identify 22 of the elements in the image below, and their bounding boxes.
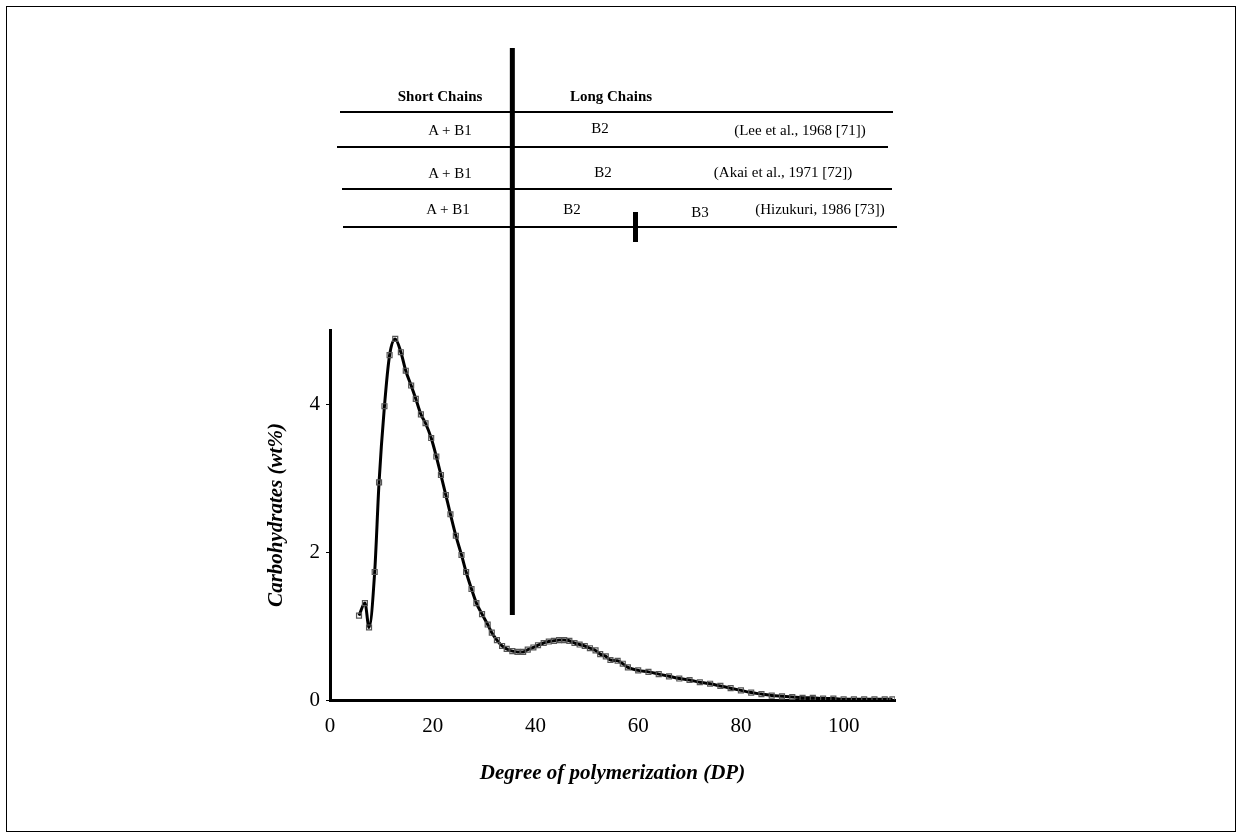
x-tick-label: 100 bbox=[827, 713, 860, 738]
x-tick-label: 20 bbox=[422, 713, 444, 738]
text: B3 bbox=[691, 203, 709, 221]
text: A + B1 bbox=[428, 121, 472, 139]
x-tick-label: 80 bbox=[730, 713, 752, 738]
x-tick-label: 40 bbox=[524, 713, 546, 738]
text: B2 bbox=[594, 163, 612, 181]
y-axis-title: Carbohydrates (wt%) bbox=[263, 423, 288, 607]
x-tick-label: 60 bbox=[627, 713, 649, 738]
text: A + B1 bbox=[428, 164, 472, 182]
text: (Lee et al., 1968 [71]) bbox=[734, 121, 866, 139]
text: A + B1 bbox=[426, 200, 470, 218]
text: (Hizukuri, 1986 [73]) bbox=[755, 200, 885, 218]
text: B2 bbox=[591, 119, 609, 137]
y-tick-label: 2 bbox=[309, 538, 320, 563]
y-tick-label: 0 bbox=[309, 686, 320, 711]
text: (Akai et al., 1971 [72]) bbox=[713, 163, 853, 181]
text: Short Chains bbox=[397, 87, 483, 105]
text: Long Chains bbox=[569, 87, 653, 105]
y-tick-label: 4 bbox=[309, 390, 321, 415]
text: B2 bbox=[563, 200, 581, 218]
x-axis-title: Degree of polymerization (DP) bbox=[478, 759, 746, 784]
